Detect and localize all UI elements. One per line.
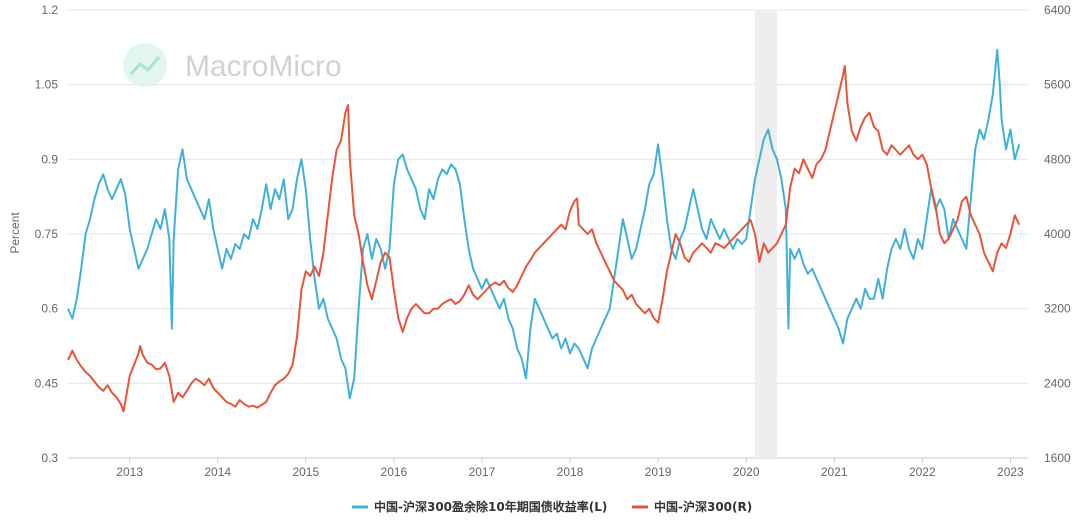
x-tick-label: 2020 xyxy=(733,465,760,479)
recession-shade xyxy=(754,10,777,458)
x-tick-label: 2023 xyxy=(997,465,1024,479)
x-axis: 2013 2014 2015 2016 2017 2018 2019 2020 2021 2022… xyxy=(116,458,1024,479)
watermark-logo-icon xyxy=(123,43,167,87)
series-line-2 xyxy=(67,65,1021,413)
y-right-tick-label: 5600 xyxy=(1044,78,1071,92)
y-axis-left: 1.2 1.05 0.9 0.75 0.6 0.45 0.3 xyxy=(35,3,59,465)
x-tick-label: 2016 xyxy=(381,465,408,479)
y-left-tick-label: 1.05 xyxy=(35,78,59,92)
watermark: MacroMicro xyxy=(123,43,342,87)
legend-item-1[interactable]: 中国-沪深300盈余除10年期国债收益率(L) xyxy=(352,499,607,514)
y-right-tick-label: 2400 xyxy=(1044,376,1071,390)
y-right-tick-label: 4800 xyxy=(1044,152,1071,166)
y-right-tick-label: 4000 xyxy=(1044,227,1071,241)
watermark-text: MacroMicro xyxy=(185,50,342,83)
y-left-tick-label: 1.2 xyxy=(41,3,58,17)
legend-label: 中国-沪深300(R) xyxy=(654,499,752,514)
y-left-tick-label: 0.3 xyxy=(41,451,58,465)
x-tick-label: 2015 xyxy=(292,465,319,479)
y-right-tick-label: 6400 xyxy=(1044,3,1071,17)
series-lines xyxy=(67,48,1021,413)
legend[interactable]: 中国-沪深300盈余除10年期国债收益率(L) 中国-沪深300(R) xyxy=(352,499,752,514)
y-right-tick-label: 1600 xyxy=(1044,451,1071,465)
legend-item-2[interactable]: 中国-沪深300(R) xyxy=(632,499,752,514)
series-line-1 xyxy=(67,48,1021,400)
y-left-tick-label: 0.6 xyxy=(41,302,58,316)
y-left-tick-label: 0.75 xyxy=(35,227,59,241)
grid-lines xyxy=(68,9,1028,459)
x-tick-label: 2021 xyxy=(821,465,848,479)
watermark-logo-chart-icon xyxy=(129,56,161,76)
x-tick-label: 2022 xyxy=(909,465,936,479)
y-right-tick-label: 3200 xyxy=(1044,302,1071,316)
x-tick-label: 2017 xyxy=(469,465,496,479)
y-left-tick-label: 0.9 xyxy=(41,152,58,166)
x-tick-label: 2019 xyxy=(645,465,672,479)
x-tick-label: 2018 xyxy=(557,465,584,479)
y-axis-right: 6400 5600 4800 4000 3200 2400 1600 xyxy=(1044,3,1071,465)
x-tick-label: 2014 xyxy=(204,465,231,479)
legend-label: 中国-沪深300盈余除10年期国债收益率(L) xyxy=(374,499,607,514)
y-left-tick-label: 0.45 xyxy=(35,376,59,390)
y-axis-left-label: Percent xyxy=(8,212,22,254)
x-tick-label: 2013 xyxy=(116,465,143,479)
